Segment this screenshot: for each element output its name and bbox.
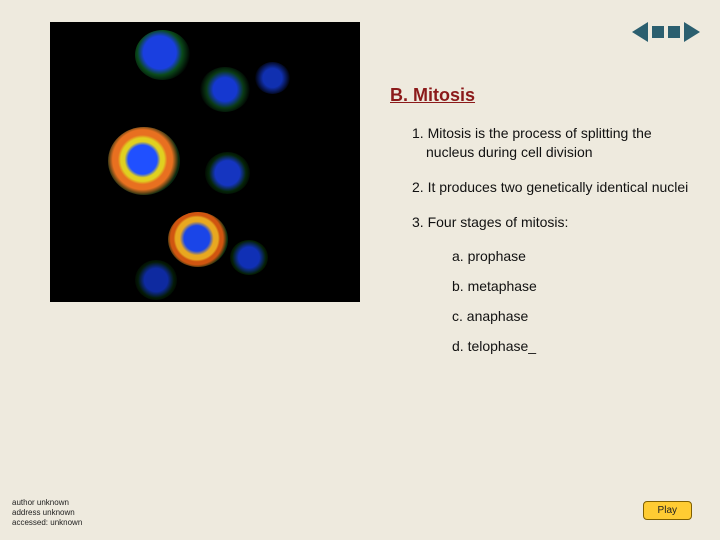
credit-accessed: accessed: unknown	[12, 518, 82, 528]
subpoint-d: d. telophase_	[390, 338, 700, 354]
cell-icon	[200, 67, 250, 112]
cell-dividing-icon	[168, 212, 228, 267]
credit-address: address unknown	[12, 508, 82, 518]
point-1: 1. Mitosis is the process of splitting t…	[404, 124, 700, 162]
play-button[interactable]: Play	[643, 501, 692, 520]
cell-dividing-icon	[108, 127, 180, 195]
subpoint-c: c. anaphase	[390, 308, 700, 324]
cell-icon	[230, 240, 268, 275]
cell-microscopy-image	[50, 22, 360, 302]
cell-icon	[135, 260, 177, 300]
point-2: 2. It produces two genetically identical…	[404, 178, 700, 197]
back-arrow-icon[interactable]	[632, 22, 648, 42]
nav-arrows	[632, 22, 700, 42]
section-title: B. Mitosis	[390, 85, 700, 106]
point-3: 3. Four stages of mitosis:	[404, 213, 700, 232]
nav-square-1-icon[interactable]	[652, 26, 664, 38]
content-panel: B. Mitosis 1. Mitosis is the process of …	[390, 85, 700, 368]
credits: author unknown address unknown accessed:…	[12, 498, 82, 528]
forward-arrow-icon[interactable]	[684, 22, 700, 42]
nav-square-2-icon[interactable]	[668, 26, 680, 38]
credit-author: author unknown	[12, 498, 82, 508]
cell-icon	[255, 62, 290, 94]
cell-icon	[135, 30, 190, 80]
subpoint-a: a. prophase	[390, 248, 700, 264]
subpoint-b: b. metaphase	[390, 278, 700, 294]
cell-icon	[205, 152, 250, 194]
